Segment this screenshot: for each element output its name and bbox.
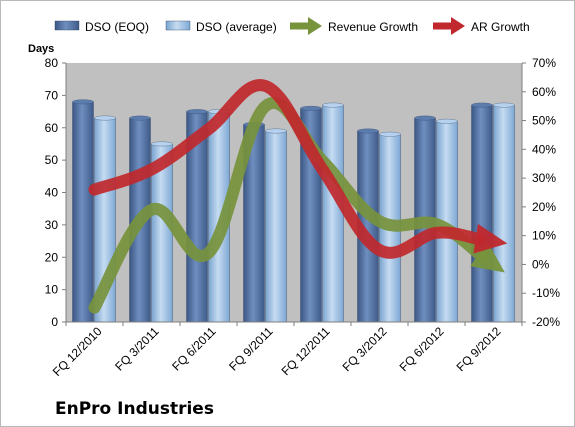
x-tick-label: FQ 9/2011 bbox=[226, 324, 276, 374]
right-tick-label: 40% bbox=[532, 142, 556, 156]
bar-top-cap bbox=[300, 105, 322, 111]
x-tick-label: FQ 6/2011 bbox=[169, 324, 219, 374]
bar-top-cap bbox=[151, 141, 173, 147]
bar-top-cap bbox=[72, 99, 94, 105]
legend-swatch-dso-average- bbox=[165, 20, 191, 31]
bar-top-cap bbox=[265, 128, 287, 134]
left-tick-label: 80 bbox=[45, 56, 59, 70]
bar-dso-eoq bbox=[72, 101, 94, 323]
right-tick-label: -10% bbox=[532, 286, 560, 300]
legend-arrow-ar-growth bbox=[451, 17, 465, 35]
x-tick-label: FQ 6/2012 bbox=[397, 324, 447, 374]
right-tick-label: 30% bbox=[532, 171, 556, 185]
right-tick-label: -20% bbox=[532, 315, 560, 329]
bar-top-cap bbox=[322, 102, 344, 108]
legend-arrow-revenue-growth bbox=[308, 17, 322, 35]
right-tick-label: 10% bbox=[532, 229, 556, 243]
left-tick-label: 70 bbox=[45, 88, 59, 102]
left-axis-title: Days bbox=[28, 43, 54, 55]
left-tick-label: 20 bbox=[45, 250, 59, 264]
left-tick-label: 0 bbox=[51, 315, 58, 329]
x-tick-label: FQ 12/2010 bbox=[50, 324, 105, 379]
bar-dso-average bbox=[265, 130, 287, 323]
legend-label-dso-average-: DSO (average) bbox=[196, 20, 277, 34]
legend-swatch-dso-eoq- bbox=[54, 20, 80, 31]
x-tick-label: FQ 9/2012 bbox=[454, 324, 504, 374]
x-tick-label: FQ 3/2012 bbox=[340, 324, 390, 374]
legend-label-ar-growth: AR Growth bbox=[471, 20, 530, 34]
right-tick-label: 20% bbox=[532, 200, 556, 214]
revenue-growth-arrowhead bbox=[470, 241, 505, 273]
bar-top-cap bbox=[94, 115, 116, 121]
x-tick-label: FQ 12/2011 bbox=[279, 324, 333, 378]
right-tick-label: 70% bbox=[532, 56, 556, 70]
left-tick-label: 10 bbox=[45, 283, 59, 297]
bar-top-cap bbox=[186, 109, 208, 114]
bar-top-cap bbox=[379, 131, 401, 137]
left-tick-label: 30 bbox=[45, 218, 59, 232]
bar-dso-average bbox=[493, 104, 515, 323]
bar-top-cap bbox=[493, 102, 515, 108]
right-tick-label: 60% bbox=[532, 85, 556, 99]
bar-top-cap bbox=[471, 102, 493, 108]
left-tick-label: 50 bbox=[45, 153, 59, 167]
bar-dso-eoq bbox=[471, 104, 493, 323]
legend-label-dso-eoq-: DSO (EOQ) bbox=[85, 20, 149, 34]
bar-top-cap bbox=[357, 128, 379, 134]
bar-top-cap bbox=[129, 115, 151, 121]
bar-top-cap bbox=[414, 115, 436, 121]
company-name: EnPro Industries bbox=[55, 399, 214, 419]
ar-growth-arrowhead bbox=[473, 223, 508, 254]
left-tick-label: 40 bbox=[45, 186, 59, 200]
legend-label-revenue-growth: Revenue Growth bbox=[328, 20, 418, 34]
revenue-growth-line bbox=[88, 97, 489, 314]
bar-top-cap bbox=[436, 118, 458, 124]
x-tick-label: FQ 3/2011 bbox=[112, 324, 162, 374]
bar-dso-average bbox=[322, 104, 344, 323]
left-tick-label: 60 bbox=[45, 121, 59, 135]
right-tick-label: 0% bbox=[532, 257, 550, 271]
ar-growth-line bbox=[88, 79, 486, 259]
right-tick-label: 50% bbox=[532, 114, 556, 128]
